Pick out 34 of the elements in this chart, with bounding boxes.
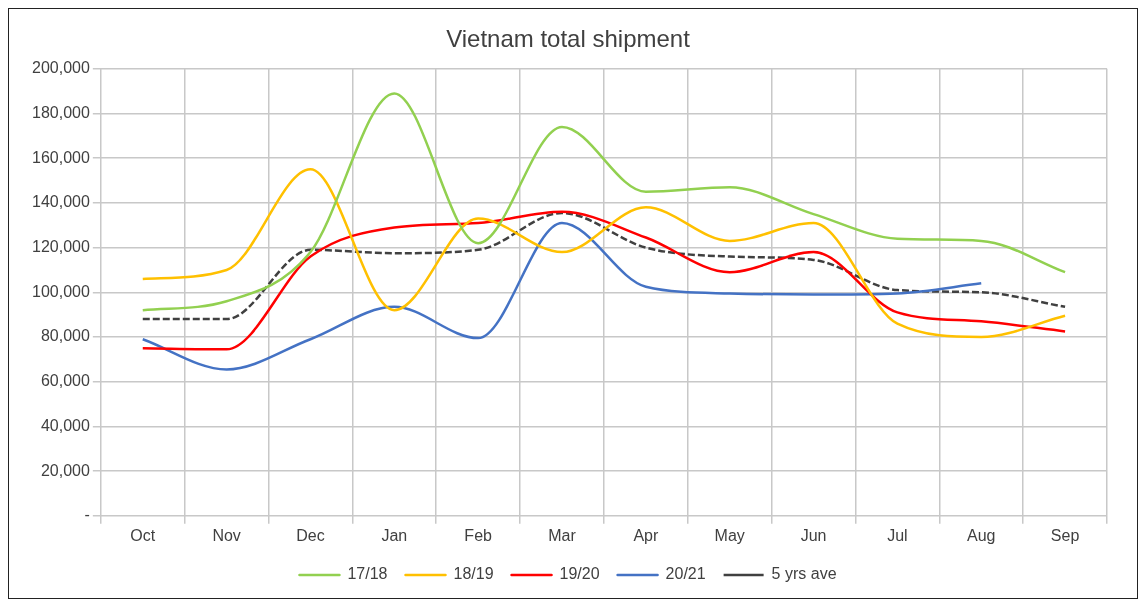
x-tick-label: Mar <box>548 526 577 544</box>
x-tick-label: Apr <box>633 526 659 544</box>
x-tick-label: Nov <box>212 526 241 544</box>
legend-label: 19/20 <box>559 565 600 583</box>
y-tick-label: 140,000 <box>31 193 90 211</box>
y-tick-label: 100,000 <box>31 282 90 300</box>
y-tick-label: - <box>84 506 90 524</box>
x-tick-label: Oct <box>130 526 156 544</box>
x-tick-label: Jun <box>800 526 827 544</box>
y-tick-label: 60,000 <box>40 372 90 390</box>
x-tick-label: Dec <box>296 526 325 544</box>
x-tick-label: Sep <box>1050 526 1080 544</box>
line-series <box>141 92 1067 312</box>
legend-label: 17/18 <box>347 565 388 583</box>
x-tick-label: Aug <box>967 526 996 544</box>
y-tick-label: 160,000 <box>31 148 90 166</box>
legend-label: 20/21 <box>665 565 706 583</box>
line-series <box>141 211 1067 321</box>
chart-title: Vietnam total shipment <box>446 25 691 53</box>
legend-label: 5 yrs ave <box>771 565 837 583</box>
y-tick-label: 200,000 <box>31 59 90 77</box>
y-tick-label: 180,000 <box>31 103 90 121</box>
line-series <box>141 210 1067 351</box>
x-tick-label: Jul <box>887 526 908 544</box>
line-series <box>141 168 1067 339</box>
x-tick-label: Jan <box>381 526 408 544</box>
y-tick-label: 40,000 <box>40 416 90 434</box>
x-tick-label: Feb <box>464 526 493 544</box>
x-tick-label: May <box>714 526 745 544</box>
y-tick-label: 80,000 <box>40 327 90 345</box>
y-tick-label: 120,000 <box>31 238 90 256</box>
legend-label: 18/19 <box>453 565 494 583</box>
y-tick-label: 20,000 <box>40 461 90 479</box>
line-series <box>141 221 983 371</box>
